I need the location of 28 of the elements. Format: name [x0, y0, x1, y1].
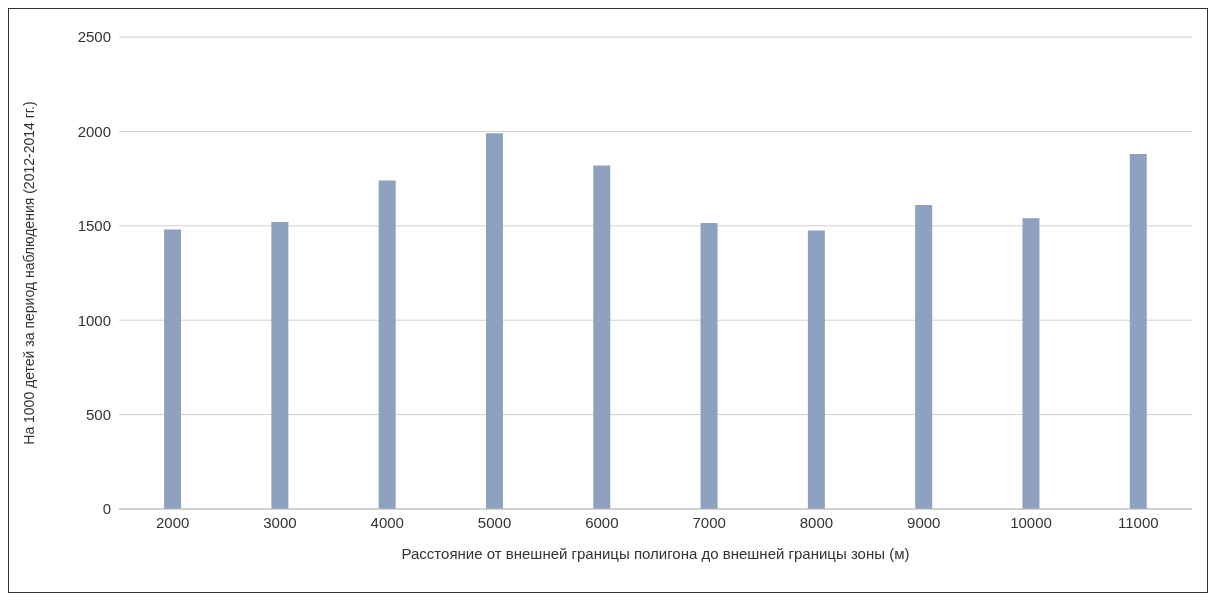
x-tick-label: 6000 — [585, 513, 619, 531]
bar — [1022, 218, 1040, 509]
x-tick-label: 11000 — [1118, 513, 1159, 531]
x-tick-label: 8000 — [799, 513, 834, 531]
y-tick-label: 0 — [102, 500, 111, 518]
bar — [485, 133, 503, 509]
bar — [378, 180, 396, 509]
bar — [700, 222, 718, 509]
bar — [593, 165, 611, 509]
y-tick-label: 1500 — [77, 217, 111, 235]
x-axis-title: Расстояние от внешней границы полигона до внешней границы зоны (м) — [401, 545, 910, 562]
x-tick-label: 3000 — [263, 513, 297, 531]
x-tick-label: 9000 — [907, 513, 941, 531]
y-axis-title: На 1000 детей за период наблюдения (2012-2014 гг.) — [20, 101, 37, 445]
y-tick-label: 2000 — [77, 122, 111, 140]
x-tick-label: 4000 — [370, 513, 404, 531]
y-tick-label: 500 — [85, 405, 111, 423]
bar — [915, 205, 933, 509]
bar — [807, 230, 825, 509]
y-tick-label: 2500 — [77, 28, 111, 46]
bar — [1129, 154, 1147, 509]
x-tick-label: 10000 — [1010, 513, 1052, 531]
x-tick-label: 7000 — [692, 513, 726, 531]
x-tick-label: 5000 — [477, 513, 512, 531]
x-tick-label: 2000 — [155, 513, 190, 531]
bar — [271, 222, 289, 509]
bar — [164, 229, 182, 509]
y-tick-label: 1000 — [77, 311, 111, 329]
